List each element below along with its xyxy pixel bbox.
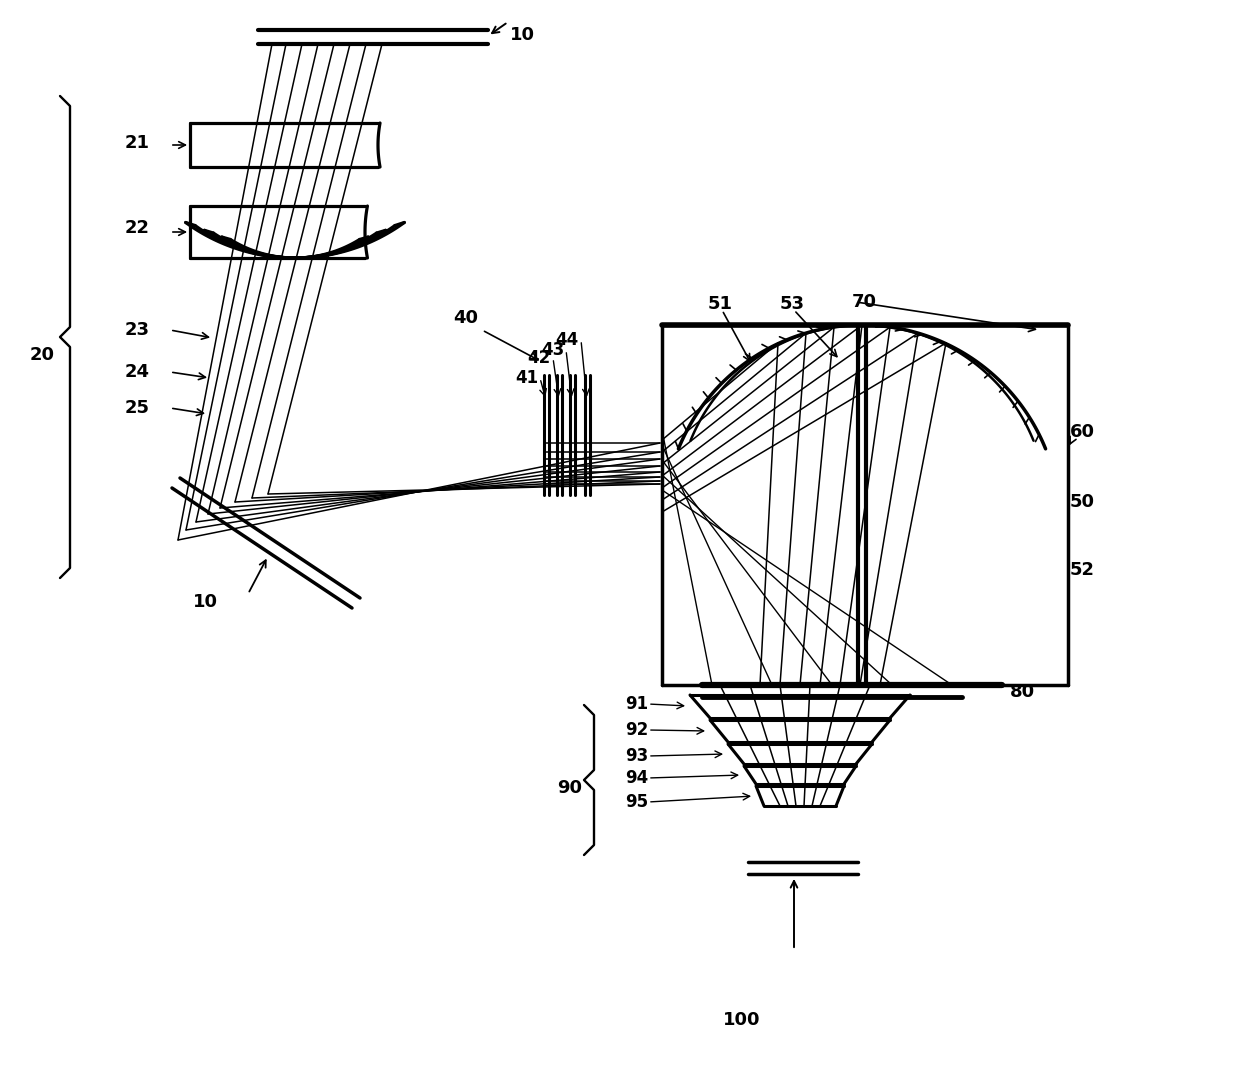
Text: 93: 93	[625, 747, 649, 765]
Text: 43: 43	[541, 341, 564, 359]
Text: 42: 42	[528, 349, 551, 367]
Text: 10: 10	[193, 593, 218, 611]
Text: 41: 41	[515, 369, 538, 387]
Text: 23: 23	[125, 321, 150, 339]
Text: 80: 80	[1011, 683, 1035, 701]
Text: 92: 92	[625, 721, 649, 739]
Text: 91: 91	[625, 695, 649, 713]
Text: 100: 100	[723, 1011, 761, 1029]
Text: 20: 20	[30, 346, 55, 364]
Text: 60: 60	[1070, 423, 1095, 441]
Text: 21: 21	[125, 134, 150, 152]
Text: 94: 94	[625, 769, 649, 787]
Text: 51: 51	[708, 295, 733, 313]
Text: 52: 52	[1070, 561, 1095, 579]
Text: 22: 22	[125, 219, 150, 237]
Text: 70: 70	[852, 293, 877, 311]
Text: 90: 90	[557, 779, 582, 798]
Text: 40: 40	[453, 309, 477, 327]
Text: 25: 25	[125, 399, 150, 417]
Text: 24: 24	[125, 363, 150, 381]
Text: 95: 95	[625, 793, 649, 811]
Text: 53: 53	[780, 295, 805, 313]
Text: 50: 50	[1070, 493, 1095, 511]
Text: 44: 44	[556, 331, 579, 349]
Text: 10: 10	[510, 26, 534, 44]
